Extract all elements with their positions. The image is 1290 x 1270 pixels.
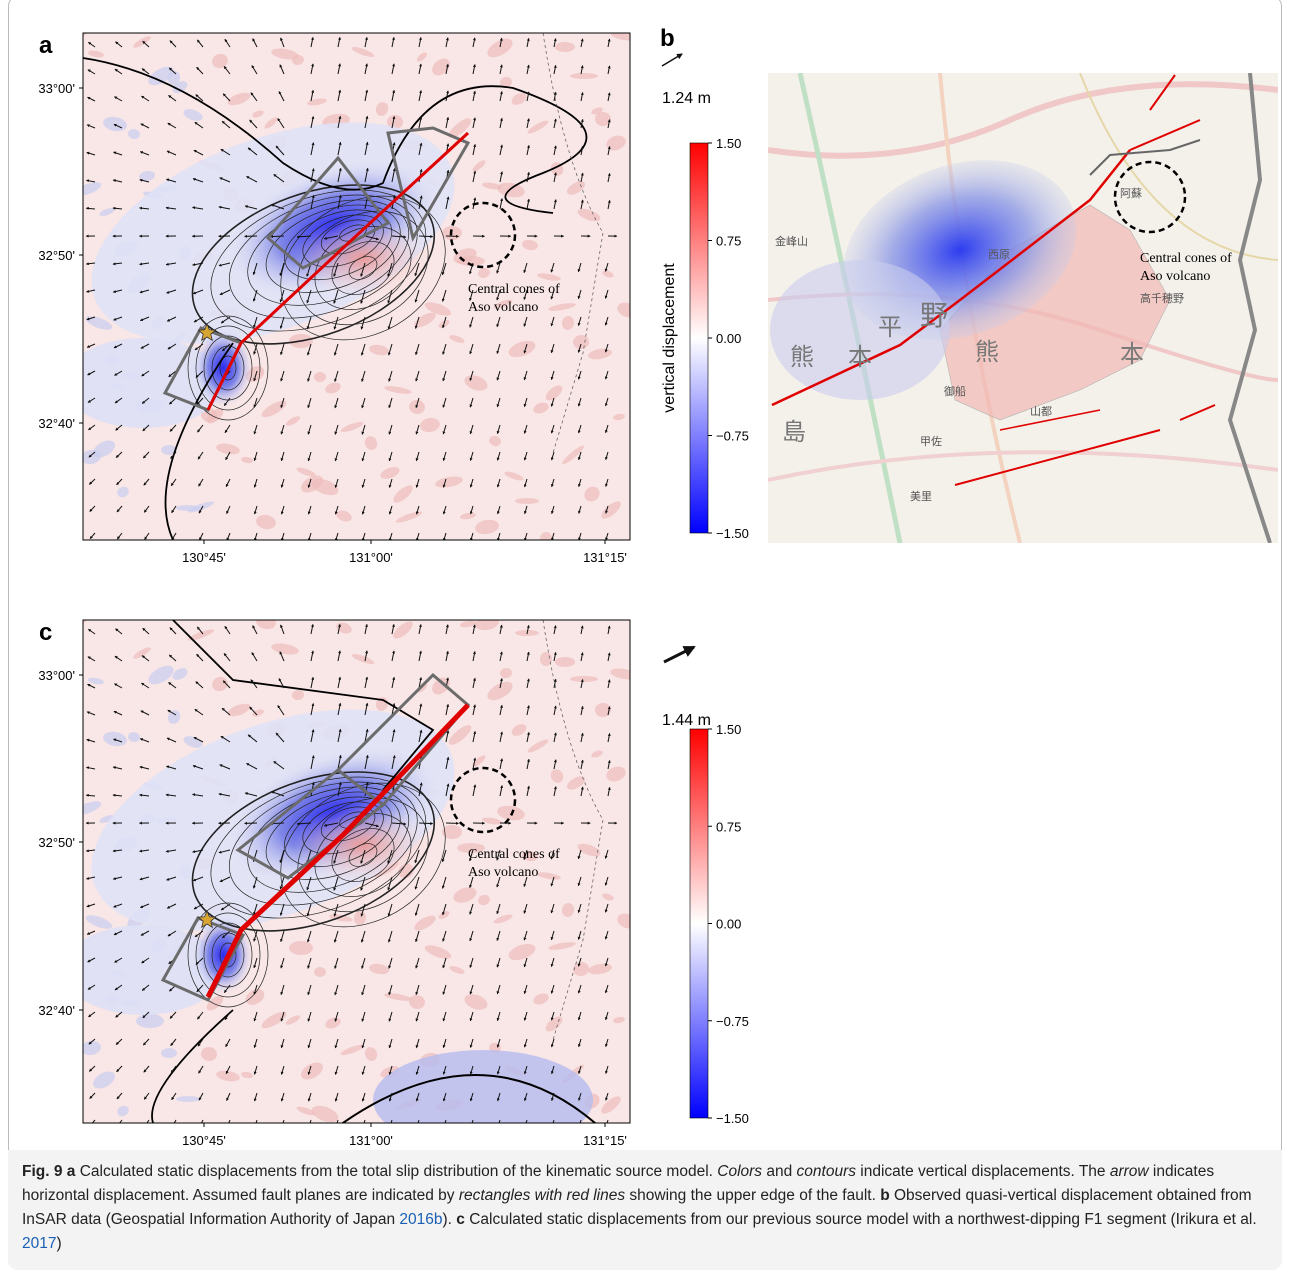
- x-tick-label: 130°45': [182, 1133, 226, 1148]
- panel-label: b: [660, 25, 675, 52]
- map-label: 島: [782, 419, 806, 446]
- caption-text: c: [456, 1211, 465, 1228]
- scale-label: 1.44 m: [662, 712, 711, 729]
- colorbar-title: vertical displacement: [661, 263, 678, 413]
- figure: a Central cones of Aso volcano 33°00' 32°50'…: [0, 0, 1290, 1150]
- scale-arrow: [662, 54, 682, 66]
- annotation: Aso volcano: [468, 300, 538, 315]
- map-label: 熊: [790, 344, 814, 371]
- map-label: 御船: [944, 384, 966, 398]
- displacement-arrow: [270, 236, 284, 237]
- y-tick-label: 33°00': [38, 668, 75, 683]
- map-label: 金峰山: [775, 234, 808, 248]
- caption-text: and: [762, 1163, 796, 1180]
- caption-text: Calculated static displacements from our…: [465, 1211, 1257, 1228]
- colorbar-tick-label: −1.50: [716, 1111, 749, 1126]
- caption-text: rectangles with red lines: [459, 1187, 625, 1204]
- map-label: 山都: [1030, 405, 1052, 418]
- map-label: 熊: [975, 339, 999, 366]
- annotation: Central cones of: [468, 847, 560, 862]
- relief: [314, 372, 326, 382]
- displacement-low-corner: [373, 1050, 593, 1150]
- colorbar-tick-label: −1.50: [716, 526, 749, 541]
- caption-text: contours: [797, 1163, 856, 1180]
- relief: [314, 967, 326, 977]
- map: Central cones of Aso volcano: [62, 27, 639, 546]
- relief: [570, 73, 598, 79]
- map-label: 本: [1120, 341, 1144, 368]
- x-tick-label: 131°15': [583, 550, 627, 565]
- x-tick-label: 131°15': [583, 1133, 627, 1148]
- map-label: 平: [878, 314, 902, 341]
- x-tick-label: 131°00': [349, 1133, 393, 1148]
- caption-text: Fig. 9: [22, 1163, 62, 1180]
- map-label: 本: [848, 344, 872, 371]
- x-tick-label: 130°45': [182, 550, 226, 565]
- relief: [161, 1048, 177, 1058]
- map-label: 野: [920, 300, 948, 331]
- annotation: Aso volcano: [468, 865, 538, 880]
- relief: [289, 941, 313, 955]
- annotation: Central cones of: [468, 282, 560, 297]
- relief: [540, 532, 552, 546]
- caption-text: Colors: [717, 1163, 762, 1180]
- caption: Fig. 9 a Calculated static displacements…: [8, 1150, 1282, 1270]
- caption-text: b: [880, 1187, 889, 1204]
- colorbar: [690, 729, 708, 1118]
- colorbar-tick-label: 0.75: [716, 234, 741, 249]
- map-label: 甲佐: [920, 434, 942, 448]
- x-tick-label: 131°00': [349, 550, 393, 565]
- citation-link[interactable]: 2016b: [399, 1211, 442, 1228]
- caption-text: ): [56, 1235, 61, 1252]
- colorbar-tick-label: −0.75: [716, 1014, 749, 1029]
- page: a Central cones of Aso volcano 33°00' 32°50'…: [0, 0, 1290, 1270]
- colorbar: [690, 143, 708, 533]
- map-label: 阿蘇: [1120, 187, 1142, 200]
- colorbar-tick-label: 1.50: [716, 136, 741, 151]
- relief: [555, 657, 575, 667]
- citation-link[interactable]: 2017: [22, 1235, 56, 1252]
- insar-map: Central cones ofAso volcano熊本平野島熊本金峰山西原御…: [768, 73, 1278, 543]
- map: Central cones of Aso volcano: [62, 613, 639, 1150]
- colorbar-tick-label: 0.00: [716, 917, 741, 932]
- panel-label: a: [39, 32, 53, 59]
- map-label: 高千穂野: [1140, 291, 1184, 305]
- relief: [515, 498, 539, 504]
- y-tick-label: 32°40': [38, 416, 75, 431]
- caption-text: Calculated static displacements from the…: [75, 1163, 717, 1180]
- relief: [136, 1014, 164, 1028]
- scale-label: 1.24 m: [662, 90, 711, 107]
- panel-label: c: [39, 619, 52, 646]
- y-tick-label: 32°50': [38, 248, 75, 263]
- relief: [176, 1096, 200, 1102]
- y-tick-label: 33°00': [38, 81, 75, 96]
- y-tick-label: 32°50': [38, 835, 75, 850]
- displacement-arrow: [419, 236, 433, 237]
- relief: [555, 42, 575, 52]
- annotation: Central cones of: [1140, 251, 1232, 266]
- colorbar-tick-label: 0.75: [716, 819, 741, 834]
- colorbar-tick-label: 1.50: [716, 722, 741, 737]
- y-tick-label: 32°40': [38, 1003, 75, 1018]
- map-label: 西原: [988, 249, 1010, 261]
- relief: [570, 676, 598, 682]
- caption-text: indicate vertical displacements. The: [856, 1163, 1110, 1180]
- caption-text: showing the upper edge of the fault.: [625, 1187, 880, 1204]
- annotation: Aso volcano: [1140, 269, 1210, 284]
- caption-text: arrow: [1110, 1163, 1149, 1180]
- relief: [540, 652, 552, 666]
- colorbar-tick-label: −0.75: [716, 429, 749, 444]
- displacement-arrow: [419, 823, 433, 824]
- scale-arrow: [664, 647, 694, 662]
- caption-text: ).: [443, 1211, 457, 1228]
- colorbar-tick-label: 0.00: [716, 331, 741, 346]
- caption-text: a: [62, 1163, 75, 1180]
- map-label: 美里: [910, 490, 932, 503]
